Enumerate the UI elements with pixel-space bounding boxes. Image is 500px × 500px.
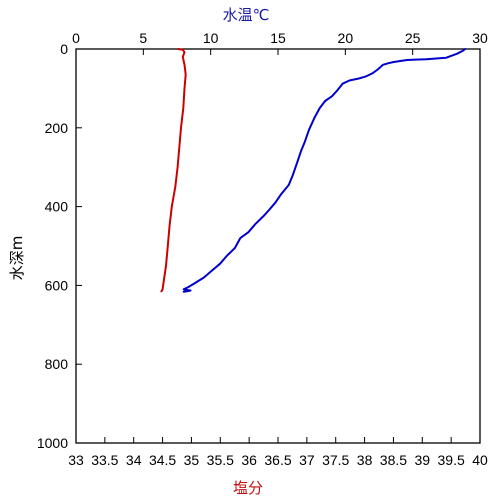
depth-tick-label: 400 bbox=[45, 199, 69, 215]
salinity-tick-label: 36.5 bbox=[264, 452, 291, 468]
depth-tick-label: 600 bbox=[45, 277, 69, 293]
temperature-tick-label: 5 bbox=[139, 30, 147, 46]
salinity-tick-label: 34.5 bbox=[149, 452, 176, 468]
salinity-tick-label: 37 bbox=[299, 452, 315, 468]
depth-tick-label: 200 bbox=[45, 120, 69, 136]
salinity-tick-label: 35.5 bbox=[207, 452, 234, 468]
salinity-profile-line bbox=[160, 48, 187, 293]
salinity-tick-label: 33 bbox=[68, 452, 84, 468]
salinity-tick-label: 36 bbox=[241, 452, 257, 468]
plot-frame bbox=[75, 48, 481, 444]
temperature-tick-label: 10 bbox=[203, 30, 219, 46]
salinity-tick-label: 38 bbox=[357, 452, 373, 468]
temperature-tick-label: 0 bbox=[72, 30, 80, 46]
temperature-tick-label: 15 bbox=[270, 30, 286, 46]
salinity-tick-label: 34 bbox=[126, 452, 142, 468]
salinity-tick-label: 38.5 bbox=[380, 452, 407, 468]
temperature-tick-label: 20 bbox=[338, 30, 354, 46]
temperature-axis-title: 水温℃ bbox=[223, 6, 270, 24]
depth-tick-label: 800 bbox=[45, 356, 69, 372]
salinity-tick-label: 39 bbox=[414, 452, 430, 468]
salinity-tick-label: 33.5 bbox=[91, 452, 118, 468]
salinity-tick-label: 40 bbox=[472, 452, 488, 468]
temperature-tick-label: 30 bbox=[472, 30, 488, 46]
salinity-tick-label: 35 bbox=[184, 452, 200, 468]
salinity-tick-label: 39.5 bbox=[438, 452, 465, 468]
depth-tick-label: 1000 bbox=[37, 435, 68, 451]
temperature-tick-label: 25 bbox=[405, 30, 421, 46]
salinity-tick-label: 37.5 bbox=[322, 452, 349, 468]
depth-tick-label: 0 bbox=[60, 41, 68, 57]
temperature-profile-line bbox=[182, 48, 467, 293]
depth-axis-title: 水深m bbox=[8, 236, 26, 281]
salinity-axis-title: 塩分 bbox=[233, 479, 263, 497]
